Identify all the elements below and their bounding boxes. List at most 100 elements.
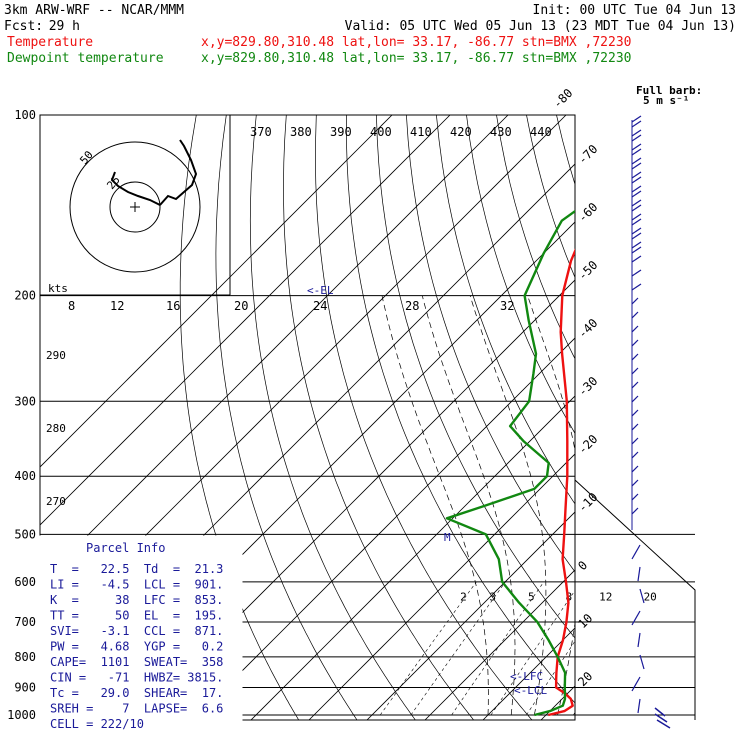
wind-barb <box>631 190 642 198</box>
wind-barb <box>631 148 642 156</box>
dry-adiabat <box>283 115 475 720</box>
wind-barb <box>631 437 639 445</box>
wind-barb-low <box>631 610 641 626</box>
hodograph-scale-label: 16 <box>166 299 180 313</box>
isotherm-label: -40 <box>575 316 600 341</box>
m-marker: M <box>444 531 451 544</box>
isotherm-label: 0 <box>575 558 590 573</box>
isotherm-label: -30 <box>575 374 600 399</box>
pressure-tick-label: 1000 <box>7 708 36 722</box>
wind-barb <box>631 143 642 151</box>
isotherm-label: -70 <box>575 142 600 167</box>
parcel-info-panel: Parcel Info T = 22.5 Td = 21.3 LI = -4.5 … <box>39 535 243 731</box>
hodograph-trace <box>110 139 198 206</box>
parcel-info-row: SREH = 7 LAPSE= 6.6 <box>50 702 223 716</box>
hodograph-scale-label: 24 <box>313 299 327 313</box>
wind-barb <box>631 115 642 123</box>
wind-barb <box>631 227 642 235</box>
dry-adiabat <box>315 115 533 720</box>
wind-barb <box>631 395 639 403</box>
hodograph-ring-inner <box>109 181 161 233</box>
parcel-info-title: Parcel Info <box>86 541 165 555</box>
wind-barb-low <box>637 566 641 582</box>
wind-barb <box>631 381 639 389</box>
moist-adiabat <box>381 295 489 715</box>
hodograph-scale-label: 20 <box>234 299 248 313</box>
wind-barb-low <box>637 698 641 714</box>
parcel-info-row: CIN = -71 HWBZ= 3815. <box>50 671 223 685</box>
mixing-ratio-label: 5 <box>528 591 535 604</box>
wind-barb <box>631 134 642 142</box>
wind-barb-low <box>639 588 645 604</box>
forecast-label: Fcst: <box>4 19 43 34</box>
mixing-ratio-label: 3 <box>489 591 496 604</box>
theta-e-label: 400 <box>370 125 392 139</box>
isotherm-label: -20 <box>575 432 600 457</box>
isotherm <box>40 115 509 584</box>
dry-adiabat <box>436 115 575 505</box>
init-time: Init: 00 UTC Tue 04 Jun 13 <box>533 3 737 18</box>
isotherm <box>366 511 575 720</box>
barb-legend-title: Full barb: <box>636 84 702 97</box>
mixing-ratio-label: 20 <box>644 591 657 604</box>
parcel-info-row: T = 22.5 Td = 21.3 <box>50 562 223 576</box>
valid-time: Valid: 05 UTC Wed 05 Jun 13 (23 MDT Tue … <box>345 19 736 34</box>
moist-adiabat <box>421 295 516 716</box>
dry-adiabat <box>617 115 740 728</box>
wind-barb <box>631 255 642 263</box>
isotherm <box>40 115 393 468</box>
wind-barb <box>631 232 642 240</box>
wind-barbs <box>631 115 671 729</box>
dry-adiabat <box>466 115 575 435</box>
moist-adiabat <box>469 295 547 716</box>
lfc-marker: <-LFC <box>510 670 543 683</box>
dry-adiabat <box>249 115 416 720</box>
dry-adiabat <box>587 115 740 728</box>
wind-barb <box>631 465 639 473</box>
parcel-info-row: CAPE= 1101 SWEAT= 358 <box>50 655 223 669</box>
wind-barb <box>631 325 639 333</box>
isotherm <box>192 337 575 720</box>
wind-barb <box>631 311 639 319</box>
pressure-tick-label: 300 <box>14 394 36 408</box>
hodograph-scale-label: 8 <box>68 299 75 313</box>
forecast-hours: 29 h <box>49 19 80 34</box>
temperature-trace <box>548 248 575 717</box>
model-title: 3km ARW-WRF -- NCAR/MMM <box>4 3 184 18</box>
theta-e-label: 390 <box>330 125 352 139</box>
theta-label: 280 <box>46 422 66 435</box>
pressure-tick-label: 200 <box>14 289 36 303</box>
wind-panel-border <box>574 479 696 720</box>
wind-barb-low <box>631 544 641 560</box>
isotherm-label: 10 <box>575 611 595 631</box>
pressure-tick-label: 800 <box>14 650 36 664</box>
theta-e-label: 430 <box>490 125 512 139</box>
wind-barb <box>631 493 639 501</box>
parcel-info-row: SVI= -3.1 CCL = 871. <box>50 624 223 638</box>
dry-adiabat <box>346 115 575 704</box>
wind-barb <box>631 507 639 515</box>
wind-barb <box>631 171 642 179</box>
dry-adiabat <box>647 115 740 728</box>
hodograph-scale-label: 12 <box>110 299 124 313</box>
theta-e-label: 380 <box>290 125 312 139</box>
wind-barb <box>631 246 642 254</box>
wind-barb-low <box>639 654 645 670</box>
theta-e-label: 420 <box>450 125 472 139</box>
hodograph-ring-label: 50 <box>77 148 95 167</box>
pressure-tick-label: 900 <box>14 681 36 695</box>
sounding-traces <box>445 209 575 717</box>
dry-adiabat <box>406 115 575 573</box>
wind-barb <box>631 120 642 128</box>
isotherm <box>308 453 575 720</box>
isotherm-label: 20 <box>575 669 595 689</box>
mixing-ratio-line <box>490 590 575 716</box>
pressure-tick-label: 500 <box>14 527 36 541</box>
dry-adiabat <box>707 115 740 728</box>
wind-barb <box>631 283 642 291</box>
wind-barb <box>631 339 639 347</box>
wind-barb <box>631 129 642 137</box>
wind-barb-low <box>637 632 641 648</box>
